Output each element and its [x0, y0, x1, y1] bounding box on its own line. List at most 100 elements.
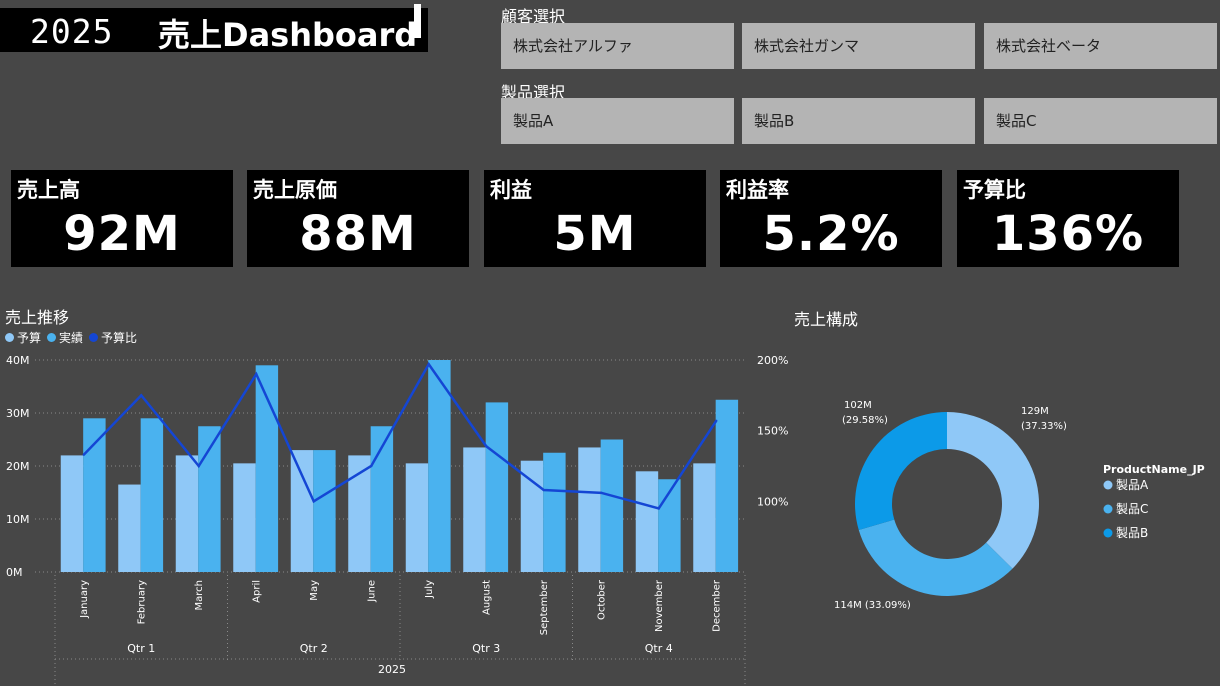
title-bar — [0, 8, 428, 52]
ratio-point — [657, 507, 660, 510]
bar-budget — [290, 450, 314, 572]
kpi-card-sales: 売上高 92M — [11, 170, 233, 267]
kpi-value: 92M — [63, 206, 181, 262]
x-tick-label: September — [539, 579, 550, 635]
product-slicer-label: 製品選択 — [501, 83, 566, 102]
legend-item-actual[interactable]: 実績 — [47, 329, 83, 346]
y-tick-label: 30M — [6, 407, 30, 420]
sales-trend-legend: 予算 実績 予算比 — [5, 329, 143, 346]
legend-dot — [47, 333, 57, 342]
product-option-b[interactable]: 製品B — [742, 98, 975, 144]
y2-tick-label: 200% — [757, 354, 788, 367]
x-tick-label: November — [654, 579, 665, 632]
customer-slicer-label: 顧客選択 — [501, 7, 566, 26]
bar-actual — [428, 360, 451, 572]
ratio-point — [312, 500, 315, 503]
donut-legend-label: 製品A — [1116, 478, 1149, 492]
ratio-point — [82, 453, 85, 456]
kpi-card-profit: 利益 5M — [484, 170, 706, 267]
x-tick-label: May — [309, 580, 320, 601]
quarter-label: Qtr 2 — [300, 642, 328, 655]
bar-actual — [140, 418, 164, 572]
ratio-point — [255, 372, 258, 376]
x-tick-label: February — [136, 580, 147, 624]
dashboard-title: 売上Dashboard — [158, 16, 418, 54]
ratio-point — [370, 464, 373, 468]
kpi-label: 利益率 — [726, 178, 789, 202]
kpi-label: 売上高 — [17, 178, 80, 202]
bar-budget — [463, 447, 486, 572]
bar-actual — [715, 399, 739, 572]
ratio-point — [140, 394, 143, 397]
bar-actual — [485, 402, 509, 572]
kpi-card-margin: 利益率 5.2% — [720, 170, 942, 267]
ratio-point — [600, 491, 603, 495]
donut-slice — [947, 412, 1039, 569]
donut-slice — [855, 412, 947, 531]
product-option-c[interactable]: 製品C — [984, 98, 1217, 144]
donut-data-label: (37.33%) — [1021, 421, 1067, 432]
kpi-value: 136% — [991, 206, 1145, 262]
bar-budget — [118, 484, 141, 572]
quarter-label: Qtr 1 — [127, 642, 155, 655]
y2-tick-label: 150% — [757, 425, 788, 438]
ratio-point — [197, 464, 200, 468]
bar-budget — [348, 455, 371, 572]
donut-data-label: 102M — [844, 400, 872, 411]
quarter-label: Qtr 3 — [472, 642, 500, 655]
donut-legend-label: 製品C — [1116, 502, 1148, 516]
donut-legend-label: 製品B — [1116, 526, 1148, 540]
legend-item-ratio[interactable]: 予算比 — [89, 329, 137, 346]
customer-option-gamma[interactable]: 株式会社ガンマ — [742, 23, 975, 69]
donut-data-label: (29.58%) — [842, 415, 888, 426]
product-option-a[interactable]: 製品A — [501, 98, 734, 144]
x-tick-label: January — [79, 580, 90, 619]
kpi-card-cost: 売上原価 88M — [247, 170, 469, 267]
donut-legend-dot — [1103, 504, 1113, 514]
legend-label: 予算 — [17, 331, 42, 345]
bar-budget — [520, 460, 544, 572]
kpi-label: 利益 — [490, 178, 532, 202]
kpi-value: 5.2% — [762, 206, 900, 262]
donut-legend-dot — [1103, 480, 1113, 490]
bar-budget — [60, 455, 84, 572]
x-tick-label: April — [251, 580, 262, 603]
legend-dot — [5, 333, 14, 342]
donut-legend-dot — [1103, 528, 1113, 538]
text-cursor — [414, 4, 421, 38]
sales-trend-title: 売上推移 — [5, 308, 70, 327]
year-axis-label: 2025 — [378, 663, 406, 676]
legend-label: 実績 — [59, 331, 84, 345]
legend-dot — [89, 333, 99, 342]
sales-composition-chart: 129M (37.33%) 114M (33.09%) 102M (29.58%) Pro… — [834, 400, 1205, 611]
bar-budget — [405, 463, 429, 572]
bar-actual — [313, 450, 336, 572]
quarter-label: Qtr 4 — [645, 642, 673, 655]
bar-actual — [255, 365, 279, 572]
y2-tick-label: 100% — [757, 495, 788, 508]
bar-actual — [543, 452, 566, 572]
x-tick-label: July — [424, 580, 435, 599]
bar-budget — [175, 455, 199, 572]
y-tick-label: 40M — [6, 354, 30, 367]
bar-budget — [233, 463, 256, 572]
ratio-point — [485, 445, 488, 448]
legend-item-budget[interactable]: 予算 — [5, 329, 41, 346]
bar-actual — [83, 418, 106, 572]
bar-budget — [635, 471, 659, 572]
customer-option-beta[interactable]: 株式会社ベータ — [984, 23, 1217, 69]
bar-actual — [198, 426, 221, 572]
y-tick-label: 0M — [6, 566, 23, 579]
donut-legend-title: ProductName_JP — [1103, 463, 1205, 476]
customer-option-alpha[interactable]: 株式会社アルファ — [501, 23, 734, 69]
ratio-point — [427, 363, 430, 366]
ratio-line — [82, 361, 718, 510]
x-tick-label: June — [366, 580, 377, 603]
y-tick-label: 10M — [6, 513, 30, 526]
x-tick-label: December — [711, 579, 722, 632]
donut-data-label: 114M (33.09%) — [834, 600, 911, 611]
kpi-label: 予算比 — [963, 178, 1026, 202]
ratio-point — [542, 488, 545, 492]
ratio-point — [715, 419, 718, 422]
bar-budget — [578, 447, 601, 572]
